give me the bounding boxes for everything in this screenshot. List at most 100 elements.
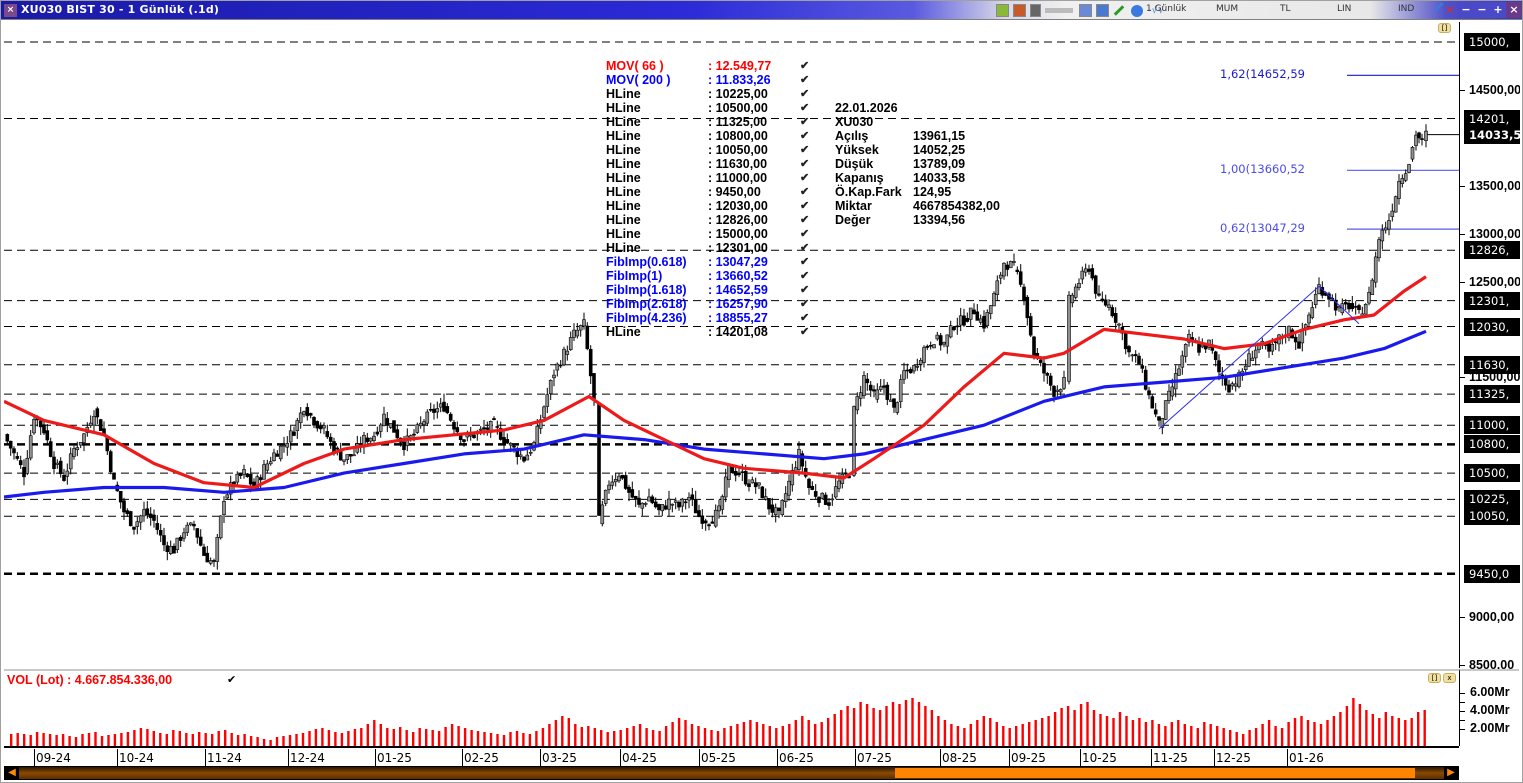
time-axis-label: 05-25 bbox=[699, 749, 736, 767]
period-selector[interactable]: 1 Günlük bbox=[1146, 4, 1187, 14]
legend-check-icon[interactable]: ✔ bbox=[800, 116, 810, 128]
legend-row[interactable]: HLine: 11000,00 ✔ bbox=[606, 171, 812, 185]
tools-settings-icon[interactable]: ✕ bbox=[1445, 3, 1456, 17]
legend-check-icon[interactable]: ✔ bbox=[800, 214, 810, 226]
time-axis-label: 08-25 bbox=[940, 749, 977, 767]
legend-row[interactable]: FibImp(1.618): 14652,59 ✔ bbox=[606, 283, 812, 297]
volume-axis: 6.00Mr 4.00Mr 2.00Mr bbox=[1459, 669, 1519, 746]
chart-type-icon[interactable] bbox=[996, 4, 1009, 17]
currency-selector[interactable]: TL bbox=[1280, 4, 1291, 14]
restore-button[interactable]: − bbox=[1474, 2, 1490, 18]
chart-panel-button[interactable]: [] bbox=[1438, 23, 1451, 33]
legend-row[interactable]: FibImp(1): 13660,52 ✔ bbox=[606, 269, 812, 283]
legend-check-icon[interactable]: ✔ bbox=[800, 102, 810, 114]
window-title: XU030 BIST 30 - 1 Günlük (.1d) bbox=[21, 3, 220, 16]
price-chart[interactable]: [] 1,62(14652,59 1,00(13660,52 0,62(13047,… bbox=[4, 22, 1459, 668]
tick-mark bbox=[1460, 616, 1465, 618]
legend-row[interactable]: FibImp(0.618): 13047,29 ✔ bbox=[606, 255, 812, 269]
legend-value: : 11325,00 bbox=[708, 115, 768, 129]
legend-name: FibImp(2.618) bbox=[606, 297, 687, 311]
legend-row[interactable]: MOV( 66 ): 12.549,77 ✔ bbox=[606, 59, 812, 73]
candlestick-plot[interactable] bbox=[4, 22, 1459, 668]
tick-mark bbox=[1460, 281, 1465, 283]
volume-panel[interactable]: VOL (Lot) : 4.667.854.336,00 ✔ [] x bbox=[4, 669, 1459, 746]
crosshair-move-icon[interactable] bbox=[1131, 4, 1143, 17]
legend-check-icon[interactable]: ✔ bbox=[800, 228, 810, 240]
legend-check-icon[interactable]: ✔ bbox=[800, 158, 810, 170]
price-tick-label: 12500,00 bbox=[1469, 274, 1520, 289]
indicator-selector[interactable]: IND bbox=[1398, 4, 1415, 14]
indicator-legend: MOV( 66 ): 12.549,77 ✔ MOV( 200 ): 11.833,… bbox=[606, 59, 812, 339]
legend-row[interactable]: HLine: 9450,00 ✔ bbox=[606, 185, 812, 199]
legend-name: MOV( 200 ) bbox=[606, 73, 671, 87]
title-bar[interactable]: × XU030 BIST 30 - 1 Günlük (.1d) -√√ 1 G… bbox=[1, 1, 1522, 20]
legend-check-icon[interactable]: ✔ bbox=[800, 74, 810, 86]
legend-check-icon[interactable]: ✔ bbox=[800, 312, 810, 324]
signal-wave-icon[interactable]: -√√ bbox=[1148, 5, 1165, 16]
hline-price-label: 14201, bbox=[1464, 109, 1520, 128]
legend-value: : 18855,27 bbox=[708, 311, 768, 325]
legend-row[interactable]: HLine: 14201,08 ✔ bbox=[606, 325, 812, 339]
legend-row[interactable]: HLine: 12030,00 ✔ bbox=[606, 199, 812, 213]
scale-selector[interactable]: LIN bbox=[1337, 4, 1352, 14]
close-window-button[interactable]: × bbox=[1506, 2, 1522, 18]
scroll-thumb[interactable] bbox=[895, 768, 1415, 778]
maximize-button[interactable]: + bbox=[1490, 2, 1506, 18]
info-row: Miktar 4667854382,00 bbox=[835, 199, 1000, 213]
volume-maximize-button[interactable]: [] bbox=[1428, 673, 1441, 683]
link-arrow-icon[interactable] bbox=[1434, 1, 1444, 12]
legend-check-icon[interactable]: ✔ bbox=[800, 144, 810, 156]
time-axis-label: 06-25 bbox=[777, 749, 814, 767]
legend-row[interactable]: HLine: 10500,00 ✔ bbox=[606, 101, 812, 115]
legend-check-icon[interactable]: ✔ bbox=[800, 60, 810, 72]
legend-row[interactable]: HLine: 15000,00 ✔ bbox=[606, 227, 812, 241]
portfolio-icon[interactable] bbox=[1013, 4, 1026, 17]
info-row: Ö.Kap.Fark 124,95 bbox=[835, 185, 1000, 199]
scroll-right-arrow-icon[interactable]: ▶ bbox=[1444, 767, 1458, 779]
legend-name: HLine bbox=[606, 171, 641, 185]
legend-check-icon[interactable]: ✔ bbox=[800, 88, 810, 100]
legend-row[interactable]: HLine: 10800,00 ✔ bbox=[606, 129, 812, 143]
legend-row[interactable]: FibImp(2.618): 16257,90 ✔ bbox=[606, 297, 812, 311]
info-key: Yüksek bbox=[835, 143, 879, 157]
scroll-left-arrow-icon[interactable]: ◀ bbox=[5, 767, 19, 779]
legend-row[interactable]: HLine: 10050,00 ✔ bbox=[606, 143, 812, 157]
info-key: Kapanış bbox=[835, 171, 884, 185]
volume-check-icon[interactable]: ✔ bbox=[227, 673, 237, 686]
legend-name: HLine bbox=[606, 325, 641, 339]
forinvest-logo-icon[interactable] bbox=[1030, 4, 1041, 17]
pencil-draw-icon[interactable] bbox=[1113, 5, 1125, 16]
legend-row[interactable]: HLine: 11630,00 ✔ bbox=[606, 157, 812, 171]
minimize-button[interactable]: − bbox=[1458, 2, 1474, 18]
legend-check-icon[interactable]: ✔ bbox=[800, 242, 810, 254]
legend-check-icon[interactable]: ✔ bbox=[800, 200, 810, 212]
legend-row[interactable]: HLine: 12301,00 ✔ bbox=[606, 241, 812, 255]
info-key: Değer bbox=[835, 213, 871, 227]
legend-check-icon[interactable]: ✔ bbox=[800, 130, 810, 142]
legend-row[interactable]: MOV( 200 ): 11.833,26 ✔ bbox=[606, 73, 812, 87]
legend-check-icon[interactable]: ✔ bbox=[800, 284, 810, 296]
info-row: Kapanış 14033,58 bbox=[835, 171, 1000, 185]
legend-check-icon[interactable]: ✔ bbox=[800, 326, 810, 338]
info-symbol: XU030 bbox=[835, 115, 874, 129]
legend-row[interactable]: HLine : 11325,00 ✔ bbox=[606, 115, 812, 129]
legend-check-icon[interactable]: ✔ bbox=[800, 186, 810, 198]
price-tick-label: 9000,00 bbox=[1469, 609, 1515, 624]
legend-check-icon[interactable]: ✔ bbox=[800, 270, 810, 282]
legend-check-icon[interactable]: ✔ bbox=[800, 256, 810, 268]
horizontal-scrollbar[interactable]: ◀ ▶ bbox=[4, 766, 1459, 780]
vol-tick-2: 2.00Mr bbox=[1470, 721, 1510, 735]
legend-check-icon[interactable]: ✔ bbox=[800, 172, 810, 184]
price-axis[interactable]: 14500,00 13500,00 13000,00 12500,00 11500,00… bbox=[1459, 22, 1520, 672]
template-icon[interactable] bbox=[1096, 4, 1109, 17]
price-tick-label: 13000,00 bbox=[1469, 226, 1520, 241]
legend-row[interactable]: HLine: 12826,00 ✔ bbox=[606, 213, 812, 227]
volume-close-button[interactable]: x bbox=[1443, 673, 1456, 683]
legend-check-icon[interactable]: ✔ bbox=[800, 298, 810, 310]
close-chart-button[interactable]: × bbox=[4, 4, 17, 17]
legend-row[interactable]: FibImp(4.236): 18855,27 ✔ bbox=[606, 311, 812, 325]
legend-name: HLine bbox=[606, 115, 641, 129]
legend-row[interactable]: HLine: 10225,00 ✔ bbox=[606, 87, 812, 101]
indicator-grid-icon[interactable] bbox=[1079, 4, 1092, 17]
chart-style-selector[interactable]: MUM bbox=[1216, 4, 1239, 14]
